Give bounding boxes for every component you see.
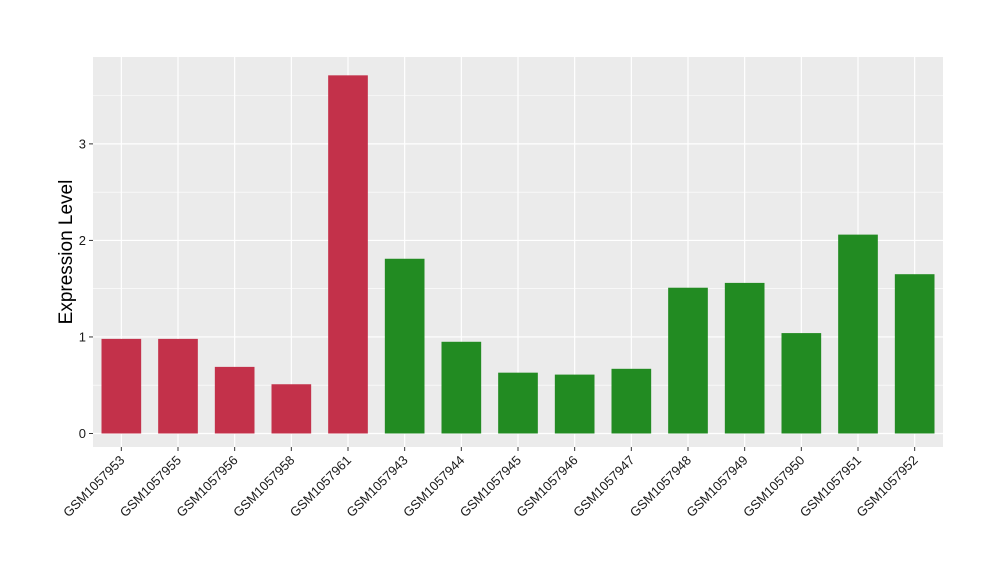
bar [894, 274, 935, 434]
bar [838, 234, 878, 434]
bar [271, 384, 312, 434]
y-axis-title: Expression Level [56, 180, 77, 325]
bar [384, 258, 425, 434]
bar [158, 338, 198, 434]
y-tick-label: 3 [79, 136, 86, 151]
bar [781, 333, 822, 434]
bars [101, 75, 935, 434]
bar [498, 372, 538, 434]
y-tick-label: 1 [79, 329, 86, 344]
x-axis: GSM1057953GSM1057955GSM1057956GSM1057958… [60, 447, 921, 520]
bar [554, 374, 595, 434]
y-tick-label: 2 [79, 233, 86, 248]
bar [611, 368, 652, 434]
y-axis: 0 1 2 3 [79, 136, 93, 441]
bar [328, 75, 368, 434]
bar [724, 282, 765, 434]
y-tick-label: 0 [79, 426, 86, 441]
bar [214, 366, 255, 434]
bar [101, 338, 142, 434]
bar [441, 341, 482, 434]
bar [668, 287, 708, 434]
